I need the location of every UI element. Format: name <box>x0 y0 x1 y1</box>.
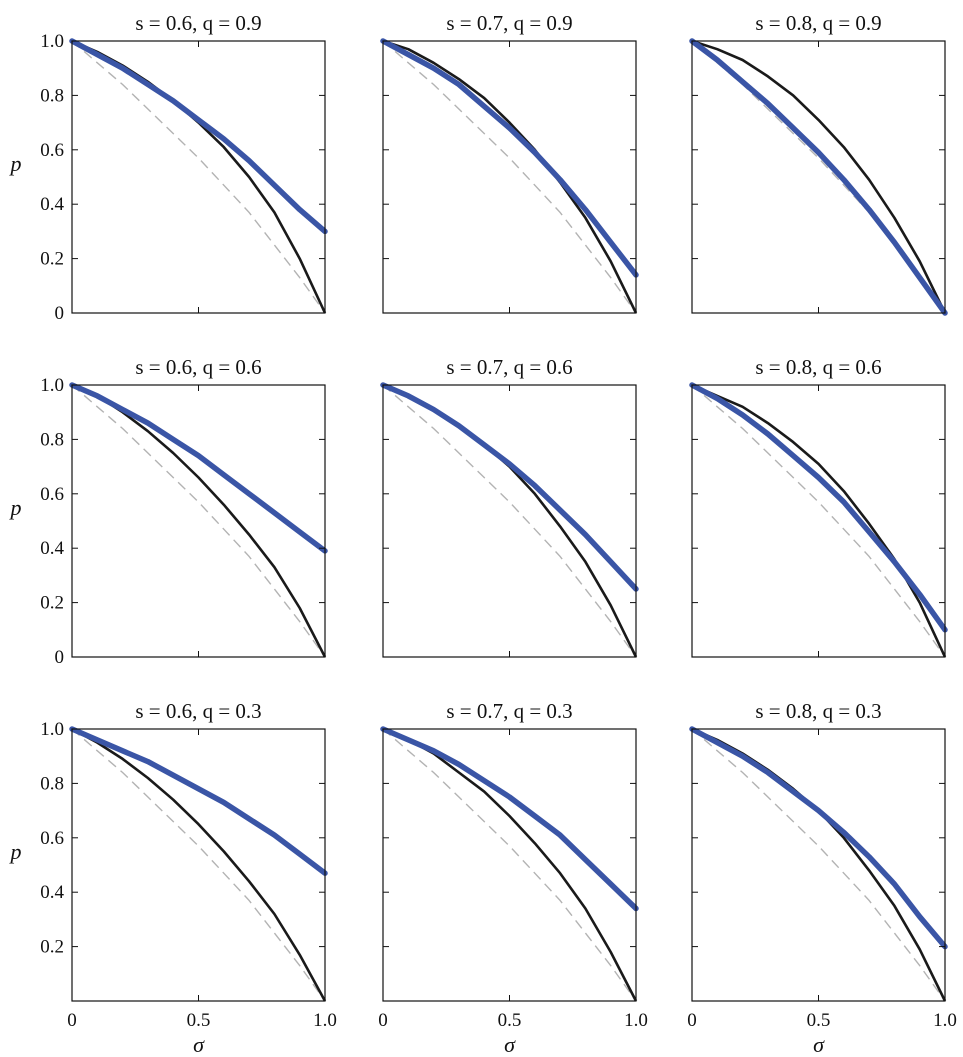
y-tick-label: 0.6 <box>40 828 64 849</box>
x-tick-label: 0.5 <box>807 1010 831 1031</box>
y-tick-label: 0.8 <box>40 85 64 106</box>
dashed-reference-line <box>691 40 946 314</box>
panel-title: s = 0.8, q = 0.6 <box>755 355 881 379</box>
y-tick-label: 1.0 <box>40 31 64 52</box>
y-tick-label: 0.4 <box>40 882 64 903</box>
blue-series-line <box>689 726 948 950</box>
blue-series-line <box>689 382 948 633</box>
y-tick-label: 0.8 <box>40 773 64 794</box>
blue-series-line <box>69 726 328 876</box>
blue-series-line <box>689 38 948 316</box>
black-series-line <box>382 383 638 658</box>
x-axis-label: σ <box>813 1032 825 1057</box>
black-series-line <box>71 39 327 314</box>
dashed-reference-line <box>71 728 326 1002</box>
y-tick-label: 0 <box>55 647 65 668</box>
panel-title: s = 0.7, q = 0.9 <box>446 11 572 35</box>
x-tick-label: 1.0 <box>313 1010 337 1031</box>
x-axis-label: σ <box>193 1032 205 1057</box>
y-axis-label: p <box>9 151 22 176</box>
panel-title: s = 0.7, q = 0.6 <box>446 355 572 379</box>
x-tick-label: 1.0 <box>933 1010 957 1031</box>
y-tick-label: 0.2 <box>40 593 64 614</box>
y-tick-label: 1.0 <box>40 719 64 740</box>
dashed-reference-line <box>382 728 637 1002</box>
y-tick-label: 0 <box>55 303 65 324</box>
dashed-reference-line <box>691 384 946 658</box>
x-axis-label: σ <box>504 1032 516 1057</box>
blue-series-line <box>380 382 639 592</box>
y-tick-label: 0.6 <box>40 484 64 505</box>
dashed-reference-line <box>382 40 637 314</box>
panel-title: s = 0.8, q = 0.9 <box>755 11 881 35</box>
y-axis-label: p <box>9 839 22 864</box>
x-tick-label: 0.5 <box>187 1010 211 1031</box>
y-tick-label: 0.2 <box>40 249 64 270</box>
dashed-reference-line <box>71 384 326 658</box>
black-series-line <box>691 383 947 658</box>
y-tick-label: 0.4 <box>40 538 64 559</box>
panel-frame <box>71 728 326 1002</box>
panel-frame <box>382 728 637 1002</box>
panel-title: s = 0.8, q = 0.3 <box>755 699 881 723</box>
panel-frame <box>691 40 946 314</box>
y-tick-label: 0.6 <box>40 140 64 161</box>
panel-frame <box>382 40 637 314</box>
x-tick-label: 1.0 <box>624 1010 648 1031</box>
panel-frame <box>691 728 946 1002</box>
blue-series-line <box>380 726 639 912</box>
dashed-reference-line <box>71 40 326 314</box>
blue-series-line <box>380 38 639 278</box>
y-tick-label: 1.0 <box>40 375 64 396</box>
panel-frame <box>71 40 326 314</box>
black-series-line <box>691 727 947 1002</box>
x-tick-label: 0 <box>67 1010 77 1031</box>
panel-title: s = 0.7, q = 0.3 <box>446 699 572 723</box>
y-tick-label: 0.8 <box>40 429 64 450</box>
x-tick-label: 0 <box>378 1010 388 1031</box>
y-axis-label: p <box>9 495 22 520</box>
dashed-reference-line <box>382 384 637 658</box>
panel-title: s = 0.6, q = 0.3 <box>135 699 261 723</box>
dashed-reference-line <box>691 728 946 1002</box>
black-series-line <box>691 39 947 314</box>
panel-frame <box>691 384 946 658</box>
y-tick-label: 0.2 <box>40 937 64 958</box>
blue-series-line <box>69 382 328 554</box>
x-tick-label: 0 <box>687 1010 697 1031</box>
panel-title: s = 0.6, q = 0.6 <box>135 355 261 379</box>
x-tick-label: 0.5 <box>498 1010 522 1031</box>
black-series-line <box>382 727 638 1002</box>
blue-series-line <box>69 38 328 235</box>
black-series-line <box>382 39 638 314</box>
panel-frame <box>382 384 637 658</box>
black-series-line <box>71 727 327 1002</box>
panel-title: s = 0.6, q = 0.9 <box>135 11 261 35</box>
y-tick-label: 0.4 <box>40 194 64 215</box>
